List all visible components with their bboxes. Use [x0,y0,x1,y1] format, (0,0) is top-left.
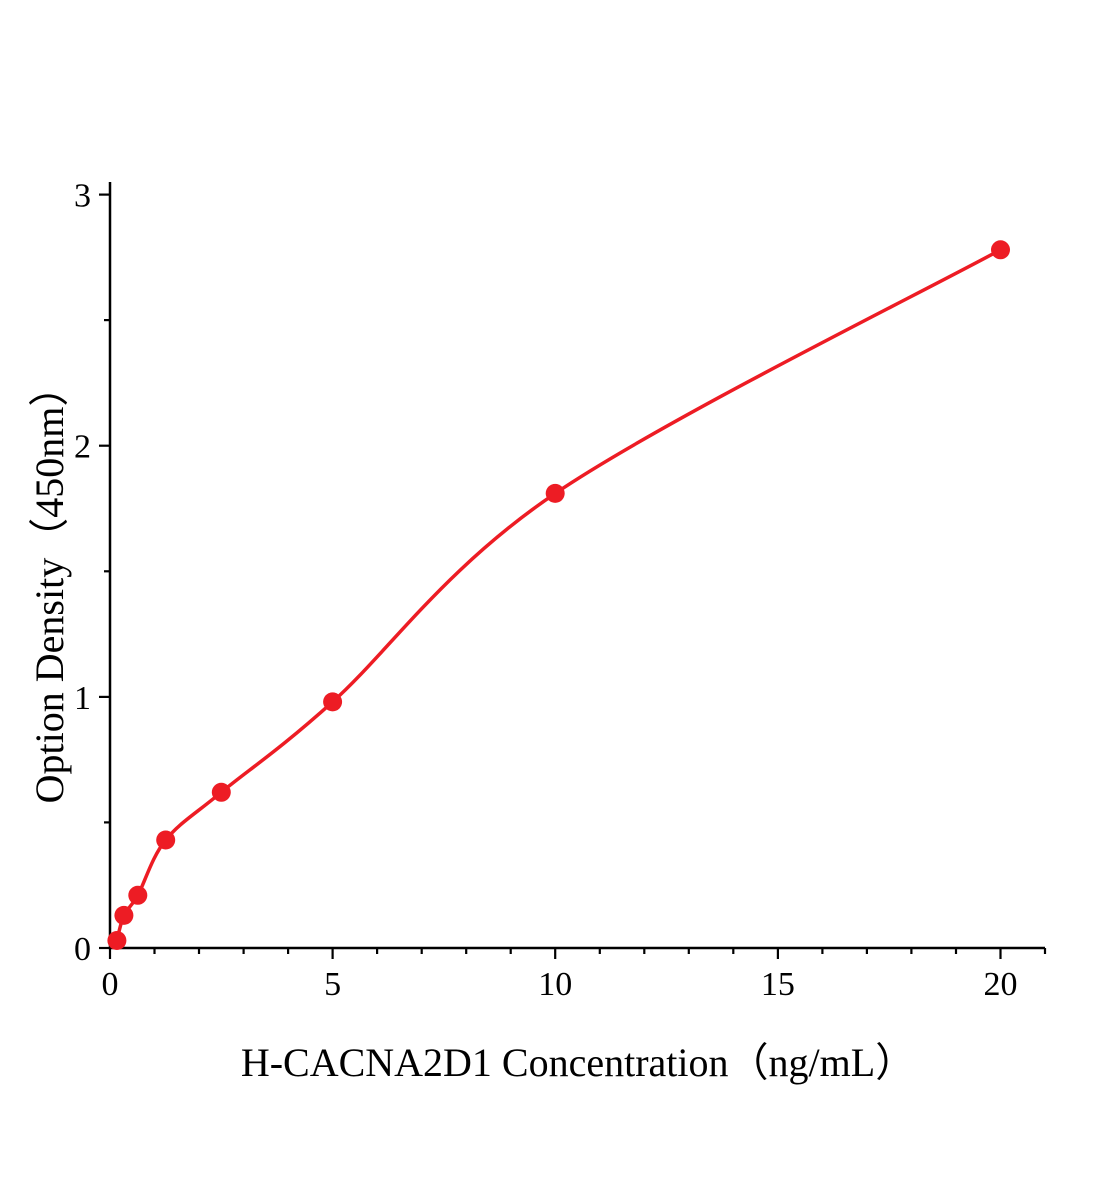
axes [108,182,1045,950]
fit-curve [115,248,1003,943]
y-tick-label: 2 [74,429,91,466]
tick-labels: 0 5 10 15 20 0 1 2 3 [74,178,1018,1003]
data-point [156,830,176,850]
data-point [211,782,231,802]
x-tick-label: 20 [984,966,1018,1003]
axis-spines [108,182,1045,950]
x-tick-label: 5 [324,966,341,1003]
y-tick-label: 3 [74,178,91,215]
data-point [323,692,343,712]
x-tick-label: 10 [538,966,572,1003]
data-point [107,931,127,950]
ticks [99,193,1047,959]
x-tick-label: 0 [102,966,119,1003]
y-tick-label: 1 [74,680,91,717]
data-point [114,905,134,925]
x-tick-label: 15 [761,966,795,1003]
data-point [128,885,148,905]
data-points [107,240,1010,950]
y-axis-title: Option Density（450nm） [27,366,72,804]
x-axis-title: H-CACNA2D1 Concentration（ng/mL） [240,1040,916,1085]
data-point [991,240,1010,260]
y-tick-label: 0 [74,931,91,968]
data-point [545,483,565,503]
